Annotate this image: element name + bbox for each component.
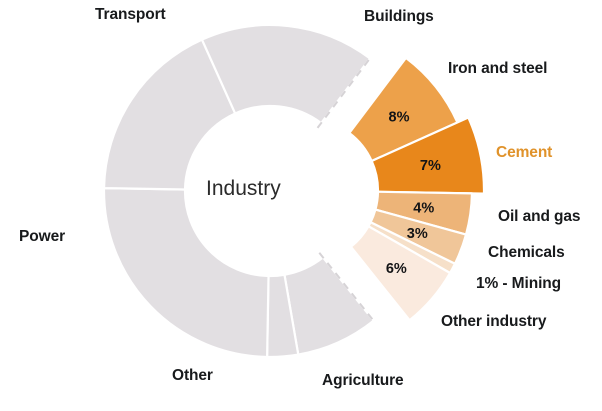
percent-label-cement: 7%	[420, 158, 441, 174]
label-other: Other	[172, 367, 213, 384]
outer-ring-group	[102, 23, 375, 359]
label-cement: Cement	[496, 144, 553, 161]
label-power: Power	[19, 228, 66, 245]
label-mining: 1% - Mining	[476, 275, 562, 292]
percent-label-iron-and-steel: 8%	[389, 109, 410, 125]
label-buildings: Buildings	[364, 8, 434, 25]
explode-guide-line-start	[316, 56, 372, 129]
percent-label-other-industry: 6%	[386, 261, 407, 277]
industry-slice-other-industry[interactable]	[349, 225, 452, 322]
ring-slice-agriculture[interactable]	[283, 256, 375, 356]
label-agriculture: Agriculture	[322, 372, 404, 389]
industry-slice-cement[interactable]	[370, 116, 486, 195]
percent-label-oil-and-gas: 4%	[413, 200, 434, 216]
label-transport: Transport	[95, 6, 166, 23]
label-chemicals: Chemicals	[488, 244, 565, 261]
explode-guide-lines	[316, 56, 376, 323]
industry-slices-group	[348, 56, 486, 322]
label-iron-and-steel: Iron and steel	[448, 60, 548, 77]
center-label: Industry	[206, 177, 281, 200]
label-oil-and-gas: Oil and gas	[498, 208, 581, 225]
ring-slice-power[interactable]	[102, 187, 270, 359]
ring-slice-buildings[interactable]	[200, 23, 372, 125]
ring-slice-transport[interactable]	[102, 38, 237, 191]
explode-guide-line-end	[318, 252, 376, 323]
percent-labels-group: 8% 7% 4% 3% 6%	[386, 109, 441, 277]
label-other-industry: Other industry	[441, 313, 547, 330]
percent-label-chemicals: 3%	[407, 226, 428, 242]
